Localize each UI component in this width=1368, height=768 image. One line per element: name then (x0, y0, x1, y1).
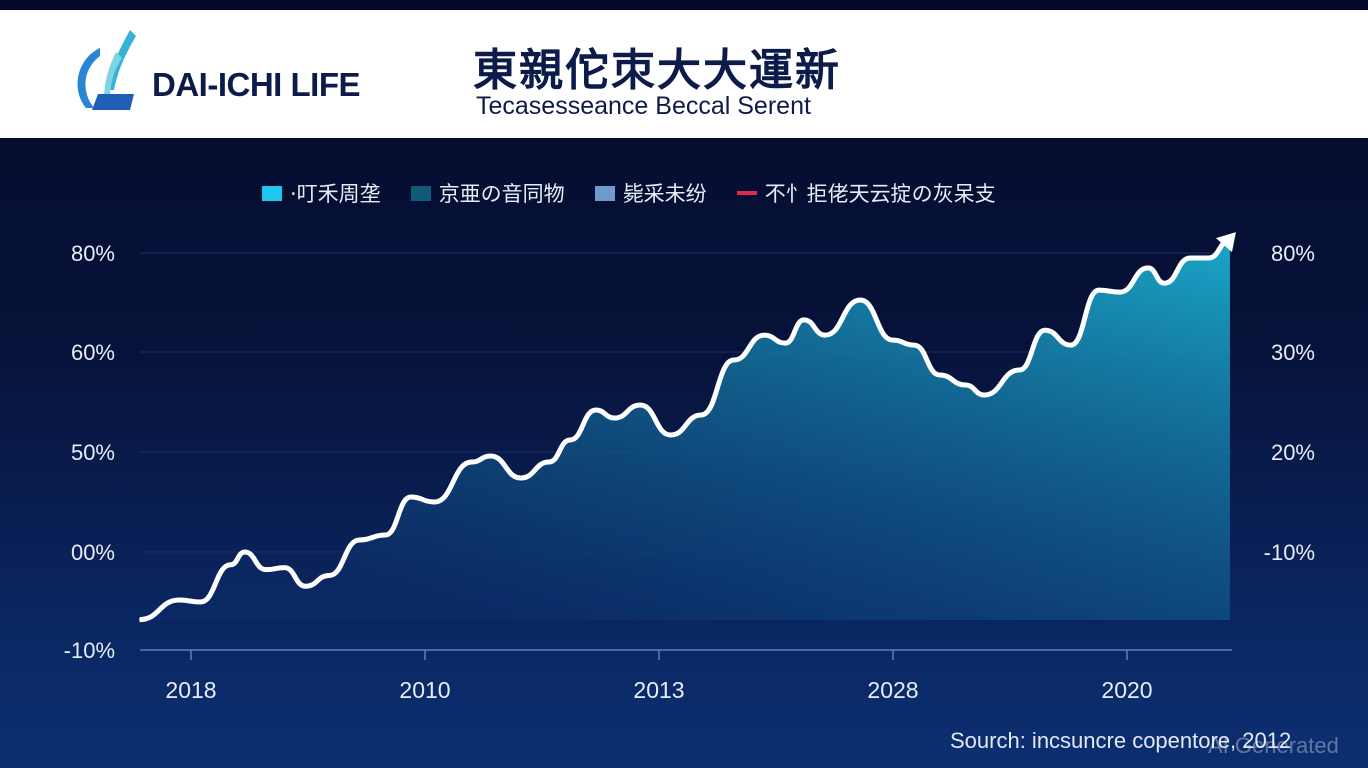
series-line (139, 237, 1231, 623)
data-point (410, 496, 412, 498)
data-point (199, 601, 201, 603)
data-point (1018, 369, 1020, 371)
data-point (569, 439, 571, 441)
legend: ·叮禾周垄 京亜の音同物 毙采未纷 不忄拒佬天云掟の灰呆支 (262, 178, 996, 208)
legend-label: ·叮禾周垄 (290, 182, 381, 206)
data-point (939, 374, 941, 376)
page-subtitle: Tecasesseance Beccal Serent (476, 92, 811, 120)
data-point (433, 501, 435, 503)
data-point (1189, 257, 1191, 259)
top-band (0, 0, 1368, 10)
x-tick-label: 2020 (1101, 677, 1152, 703)
legend-swatch (736, 191, 757, 195)
data-point (614, 417, 616, 419)
data-point (913, 344, 915, 346)
data-point (358, 539, 360, 541)
data-point (1119, 291, 1121, 293)
legend-swatch (262, 185, 282, 201)
x-tick-label: 2018 (165, 677, 216, 703)
data-point (265, 569, 267, 571)
arrow-head-icon (1215, 232, 1236, 253)
legend-item: 京亜の音同物 (410, 178, 565, 208)
data-point (824, 334, 826, 336)
data-point (305, 585, 307, 587)
data-point (983, 394, 985, 396)
data-point (1208, 257, 1210, 259)
data-point (1098, 289, 1100, 291)
legend-label: 毙采未纷 (622, 182, 707, 206)
x-tick-label: 2013 (633, 677, 684, 703)
y-tick-label-left: 50% (71, 440, 115, 465)
data-point (784, 342, 786, 344)
data-point (733, 359, 735, 361)
data-point (803, 319, 805, 321)
x-tick-label: 2010 (399, 677, 450, 703)
y-tick-label-left: -10% (64, 638, 115, 663)
data-point (139, 619, 141, 621)
data-point (1044, 329, 1046, 331)
data-point (244, 551, 246, 553)
legend-item: ·叮禾周垄 (262, 178, 381, 208)
data-point (1147, 267, 1149, 269)
source-note: Sourch: incsuncre copentore, 2012 (950, 728, 1292, 753)
x-tick-label: 2028 (867, 677, 918, 703)
data-point (700, 414, 702, 416)
data-point (284, 567, 286, 569)
legend-label: 京亜の音同物 (438, 182, 565, 206)
data-point (965, 384, 967, 386)
data-point (1070, 344, 1072, 346)
legend-swatch (594, 185, 615, 201)
data-point (471, 461, 473, 463)
data-point (670, 434, 672, 436)
data-point (1163, 282, 1165, 284)
data-point (892, 339, 894, 341)
data-point (490, 455, 492, 457)
brand-name: DAI-ICHI LIFE (152, 66, 360, 103)
data-point (548, 461, 550, 463)
data-point (859, 299, 861, 301)
data-point (384, 534, 386, 536)
y-tick-label-right: 30% (1271, 340, 1315, 365)
watermark: AI Generated (1208, 733, 1339, 758)
y-tick-label-right: -10% (1264, 540, 1315, 565)
header: DAI-ICHI LIFE 東親佗朿大大運新 Tecasesseance Bec… (0, 10, 1368, 138)
legend-item: 毙采未纷 (594, 178, 707, 208)
y-tick-label-right: 80% (1271, 241, 1315, 266)
y-tick-label-left: 00% (71, 540, 115, 565)
dai-ichi-logo-icon (77, 30, 136, 110)
data-point (178, 599, 180, 601)
data-point (520, 477, 522, 479)
data-point (328, 575, 330, 577)
y-tick-label-left: 80% (71, 241, 115, 266)
y-tick-label-left: 60% (71, 340, 115, 365)
page-title: 東親佗朿大大運新 (473, 45, 841, 96)
data-point (639, 404, 641, 406)
data-point (595, 409, 597, 411)
y-tick-label-right: 20% (1271, 440, 1315, 465)
data-point (230, 564, 232, 566)
legend-label: 不忄拒佬天云掟の灰呆支 (764, 182, 996, 206)
legend-item: 不忄拒佬天云掟の灰呆支 (736, 178, 996, 208)
data-point (763, 334, 765, 336)
legend-swatch (410, 185, 431, 201)
